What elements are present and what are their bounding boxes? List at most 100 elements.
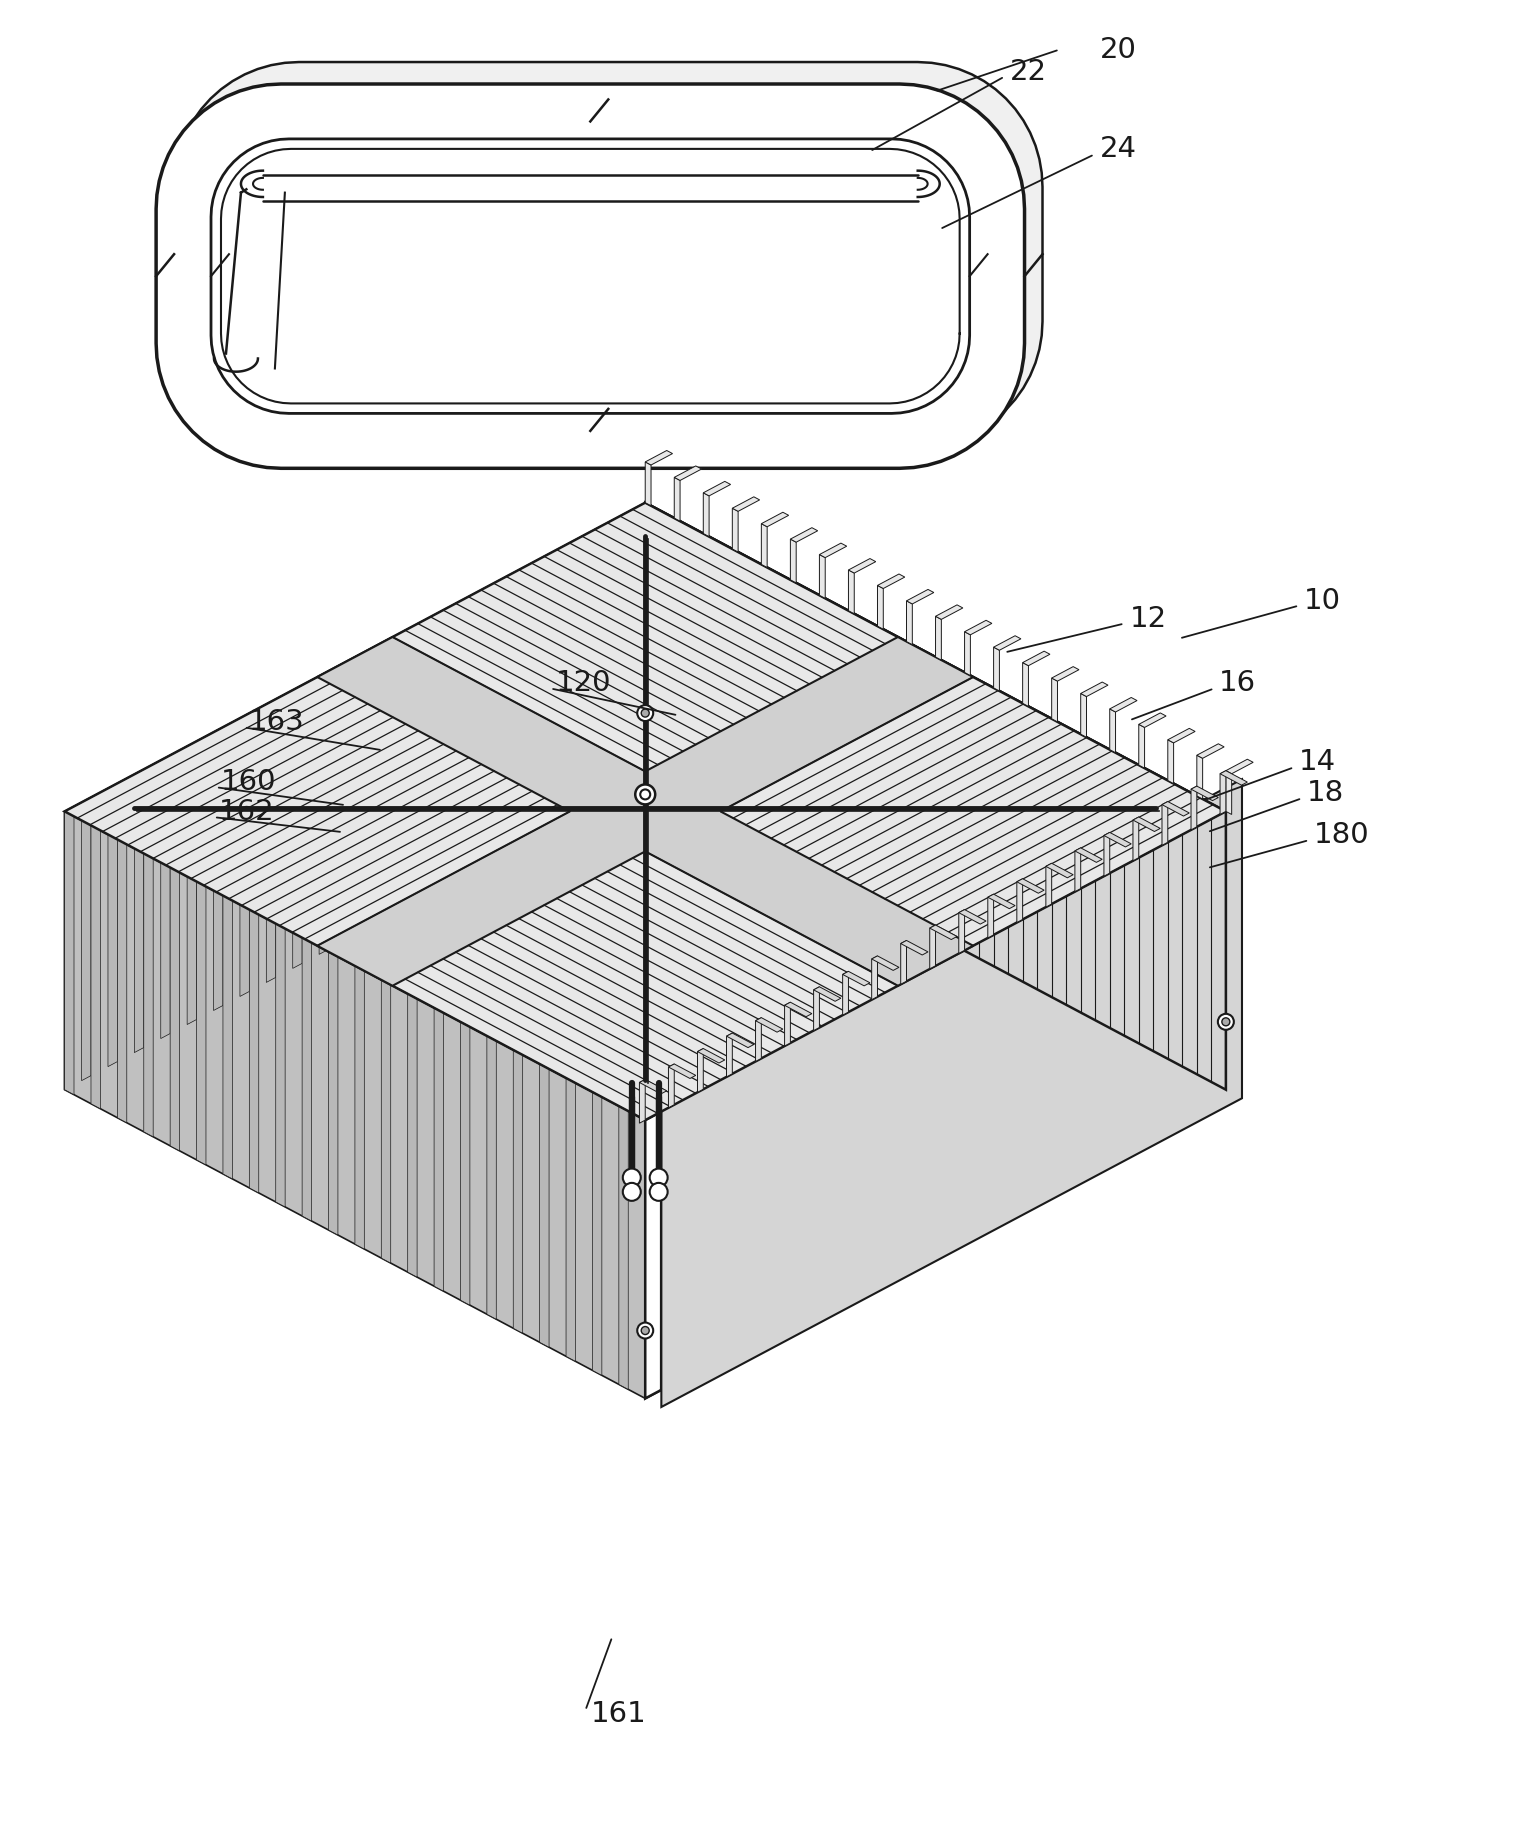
Circle shape: [635, 785, 655, 805]
Polygon shape: [592, 1093, 601, 1376]
Polygon shape: [784, 1003, 791, 1047]
Polygon shape: [108, 783, 117, 1067]
Polygon shape: [91, 825, 100, 1109]
Polygon shape: [980, 681, 994, 966]
Polygon shape: [697, 1049, 724, 1063]
Polygon shape: [689, 1089, 703, 1376]
Polygon shape: [229, 117, 987, 392]
Polygon shape: [1154, 772, 1167, 1060]
Polygon shape: [646, 503, 660, 789]
Polygon shape: [1183, 827, 1197, 1113]
Polygon shape: [531, 558, 540, 842]
Polygon shape: [1095, 741, 1110, 1028]
Polygon shape: [849, 611, 863, 897]
Polygon shape: [372, 642, 381, 926]
Text: 10: 10: [1304, 587, 1341, 615]
Polygon shape: [834, 604, 849, 889]
Polygon shape: [266, 699, 275, 983]
Polygon shape: [732, 1067, 747, 1352]
Polygon shape: [1163, 802, 1189, 816]
Polygon shape: [674, 467, 701, 481]
Polygon shape: [761, 512, 789, 527]
Polygon shape: [791, 580, 804, 866]
Polygon shape: [660, 511, 674, 796]
Polygon shape: [1066, 727, 1081, 1012]
Polygon shape: [761, 1050, 775, 1336]
Polygon shape: [1110, 866, 1124, 1151]
Polygon shape: [1220, 770, 1247, 785]
Polygon shape: [609, 516, 618, 800]
Polygon shape: [211, 139, 969, 414]
Polygon shape: [540, 1063, 549, 1347]
Polygon shape: [1037, 712, 1052, 997]
Text: 160: 160: [221, 769, 277, 796]
Polygon shape: [964, 672, 980, 959]
Polygon shape: [1212, 811, 1226, 1098]
Polygon shape: [732, 496, 760, 511]
Polygon shape: [814, 986, 841, 1001]
Polygon shape: [292, 684, 301, 968]
Polygon shape: [117, 840, 126, 1124]
Polygon shape: [892, 633, 906, 920]
Polygon shape: [1124, 758, 1138, 1043]
Polygon shape: [732, 509, 738, 553]
Polygon shape: [1197, 743, 1224, 758]
Polygon shape: [906, 642, 921, 928]
Polygon shape: [1081, 694, 1086, 737]
Polygon shape: [1226, 759, 1253, 774]
Circle shape: [623, 1182, 641, 1200]
Polygon shape: [355, 966, 365, 1250]
Text: 16: 16: [1220, 670, 1257, 697]
Polygon shape: [640, 1080, 646, 1124]
Polygon shape: [1212, 803, 1226, 1089]
Polygon shape: [901, 941, 927, 955]
Polygon shape: [994, 928, 1007, 1213]
Polygon shape: [755, 1017, 761, 1061]
Polygon shape: [849, 569, 854, 613]
Text: 120: 120: [555, 670, 611, 697]
Polygon shape: [1134, 816, 1138, 860]
Polygon shape: [1017, 878, 1023, 922]
Polygon shape: [1226, 770, 1232, 814]
Polygon shape: [755, 1017, 783, 1032]
Text: 162: 162: [218, 798, 275, 825]
Polygon shape: [987, 895, 1015, 910]
Text: 20: 20: [1100, 35, 1137, 64]
Polygon shape: [1110, 708, 1115, 752]
Polygon shape: [747, 1058, 761, 1345]
Polygon shape: [674, 478, 680, 522]
Polygon shape: [892, 981, 906, 1266]
Polygon shape: [935, 959, 950, 1244]
Text: 163: 163: [249, 708, 305, 736]
Polygon shape: [1023, 703, 1037, 990]
Polygon shape: [775, 1043, 791, 1329]
Polygon shape: [618, 1105, 628, 1389]
Polygon shape: [1046, 864, 1074, 878]
Circle shape: [649, 1182, 667, 1200]
Polygon shape: [1134, 816, 1160, 831]
Polygon shape: [849, 1005, 863, 1290]
Polygon shape: [901, 941, 906, 985]
Polygon shape: [1081, 683, 1107, 697]
Polygon shape: [718, 1074, 732, 1360]
Polygon shape: [1154, 842, 1167, 1129]
Polygon shape: [980, 935, 994, 1221]
Polygon shape: [1167, 728, 1195, 743]
Polygon shape: [804, 587, 820, 873]
Polygon shape: [197, 882, 206, 1166]
Polygon shape: [488, 1036, 497, 1319]
Circle shape: [637, 1323, 654, 1338]
Polygon shape: [843, 972, 849, 1016]
Polygon shape: [1075, 847, 1081, 891]
Polygon shape: [906, 589, 934, 604]
Polygon shape: [726, 1034, 754, 1047]
Circle shape: [637, 705, 654, 721]
Polygon shape: [65, 811, 74, 1094]
Polygon shape: [950, 950, 964, 1237]
Polygon shape: [1046, 864, 1052, 908]
Polygon shape: [275, 924, 285, 1208]
Polygon shape: [669, 1063, 695, 1078]
Polygon shape: [726, 1034, 732, 1076]
Polygon shape: [223, 895, 232, 1179]
Polygon shape: [950, 664, 964, 952]
